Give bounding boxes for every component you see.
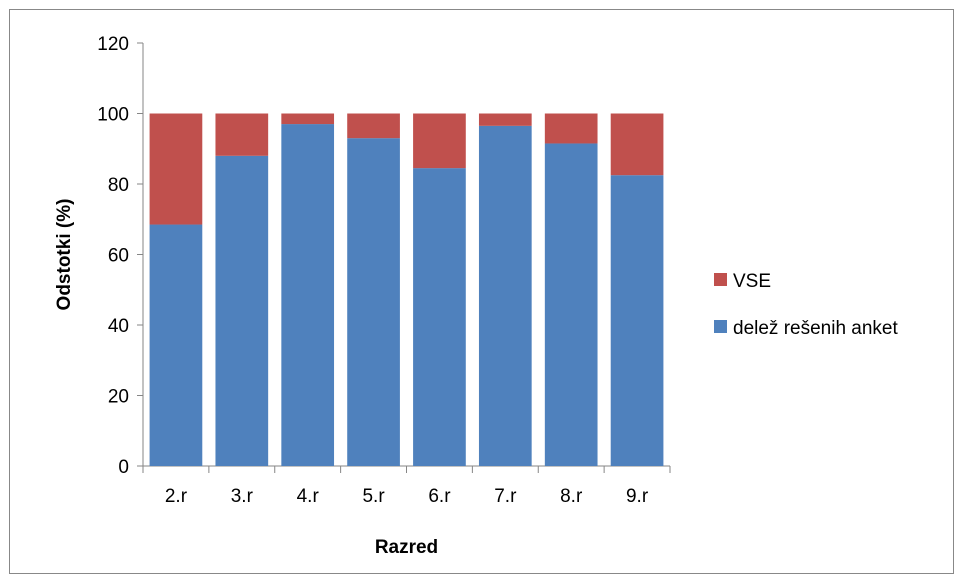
x-tick-label: 2.r <box>165 486 188 507</box>
y-tick-label: 100 <box>97 105 129 126</box>
x-axis-title: Razred <box>375 537 438 558</box>
x-tick-label: 3.r <box>231 486 254 507</box>
legend-swatch-vse <box>714 273 727 286</box>
x-tick-label: 4.r <box>297 486 320 507</box>
x-tick-label: 6.r <box>428 486 451 507</box>
y-tick-label: 60 <box>108 246 129 267</box>
bar-segment-delez <box>347 138 400 467</box>
bar-segment-vse <box>610 113 664 176</box>
legend-label-vse: VSE <box>733 271 771 292</box>
bar-segment-vse <box>347 113 400 139</box>
x-tick-label: 8.r <box>560 486 583 507</box>
x-tick-label: 5.r <box>362 486 385 507</box>
x-ticks: 2.r 3.r 4.r 5.r 6.r 7.r 8.r 9.r <box>142 466 671 507</box>
y-axis-title: Odstotki (%) <box>54 199 75 311</box>
bar-segment-vse <box>149 113 203 225</box>
bar-segment-vse <box>281 113 335 125</box>
bars <box>149 113 664 467</box>
y-tick-label: 80 <box>108 175 129 196</box>
bar-segment-delez <box>215 155 269 467</box>
bar-segment-vse <box>413 113 466 169</box>
x-tick-label: 9.r <box>626 486 649 507</box>
bar-segment-delez <box>610 175 664 466</box>
bar-segment-vse <box>215 113 269 156</box>
y-ticks: 0 20 40 60 80 100 120 <box>97 34 143 478</box>
bar-segment-delez <box>281 124 335 466</box>
legend-swatch-delez <box>714 320 727 333</box>
legend-label-delez: delež rešenih anket <box>733 318 898 339</box>
y-tick-label: 120 <box>97 34 129 55</box>
bar-segment-vse <box>544 113 598 144</box>
bar-segment-vse <box>478 113 532 126</box>
bar-segment-delez <box>413 168 466 466</box>
y-tick-label: 0 <box>118 457 129 478</box>
bar-segment-delez <box>478 125 532 467</box>
y-tick-label: 40 <box>108 316 129 337</box>
bar-segment-delez <box>149 224 203 466</box>
y-tick-label: 20 <box>108 387 129 408</box>
legend: VSE delež rešenih anket <box>714 271 898 339</box>
bar-segment-delez <box>544 143 598 466</box>
x-tick-label: 7.r <box>494 486 517 507</box>
